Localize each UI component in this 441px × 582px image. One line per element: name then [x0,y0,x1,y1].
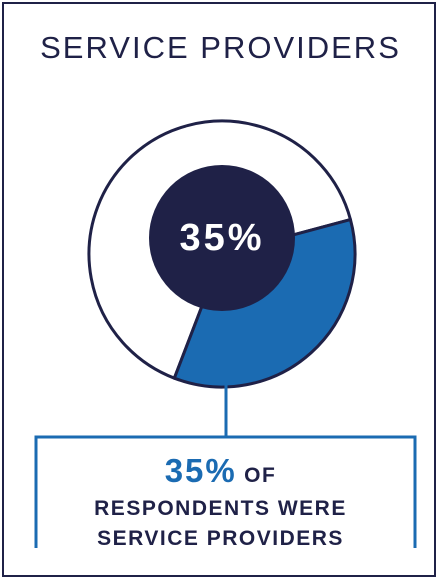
callout-line-service-providers: SERVICE PROVIDERS [97,527,344,550]
center-circle [149,165,295,311]
callout-line-respondents: RESPONDENTS WERE [94,497,347,520]
callout-bracket [34,435,417,548]
callout-text: 35% OF RESPONDENTS WERE SERVICE PROVIDER… [0,453,441,554]
center-label: 35% [179,217,264,259]
callout-value: 35% [164,452,237,489]
page-title: SERVICE PROVIDERS [40,30,401,65]
callout-suffix: OF [244,464,277,487]
